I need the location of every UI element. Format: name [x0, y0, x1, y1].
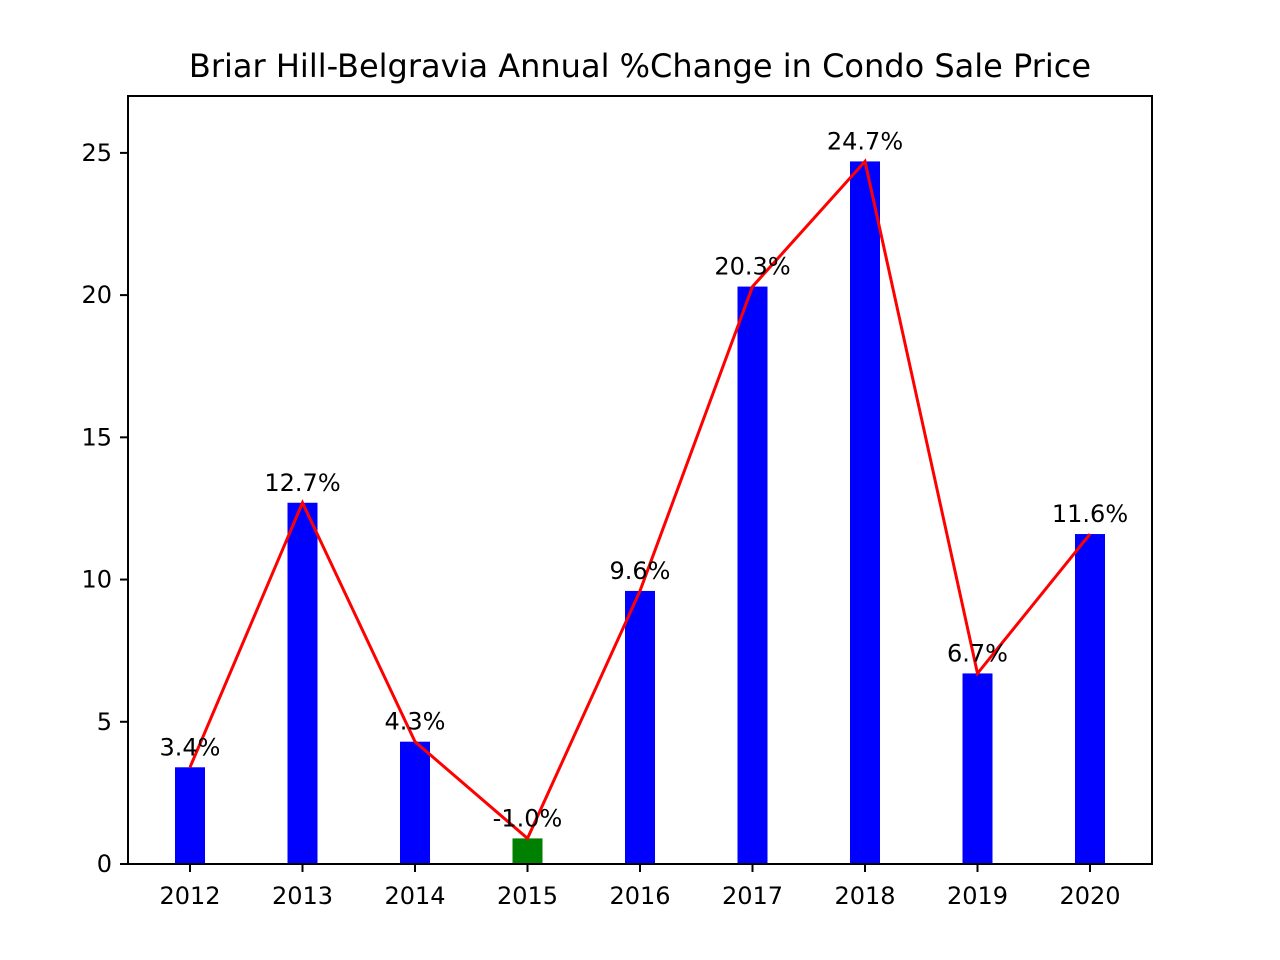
bar-2016 [625, 590, 655, 864]
x-tick-label-2013: 2013 [272, 882, 333, 910]
data-label-2020: 11.6% [1052, 500, 1128, 528]
bar-2018 [850, 161, 880, 864]
trend-line [188, 158, 1092, 841]
data-label-2016: 9.6% [610, 557, 671, 585]
data-label-2014: 4.3% [385, 708, 446, 736]
y-tick-label-5: 5 [97, 708, 112, 736]
data-label-2019: 6.7% [947, 639, 1008, 667]
x-tick-label-2018: 2018 [834, 882, 895, 910]
bar-2020 [1075, 534, 1105, 864]
bar-2015 [512, 838, 543, 864]
line-layer [188, 158, 1092, 841]
axes-layer: 0 5 10 15 20 25 2012 2013 2014 2015 2016 2017 2018 20… [81, 95, 1153, 910]
bar-2019 [962, 673, 993, 864]
data-label-2017: 20.3% [714, 253, 790, 281]
bars-layer [175, 161, 1105, 865]
x-tick-label-2019: 2019 [947, 882, 1008, 910]
x-tick-label-2020: 2020 [1059, 882, 1120, 910]
labels-layer: 3.4% 12.7% 4.3% -1.0% 9.6% 20.3% 24.7% 6.7% 11.6… [160, 127, 1129, 832]
y-tick-label-20: 20 [81, 281, 112, 309]
x-tick-label-2014: 2014 [384, 882, 445, 910]
y-tick-label-25: 25 [81, 139, 112, 167]
y-tick-label-15: 15 [81, 423, 112, 451]
bar-2013 [287, 502, 318, 864]
x-tick-label-2016: 2016 [609, 882, 670, 910]
data-label-2012: 3.4% [160, 733, 221, 761]
bar-2014 [400, 741, 430, 864]
x-tick-label-2015: 2015 [497, 882, 558, 910]
bar-2017 [737, 286, 768, 865]
x-tick-label-2017: 2017 [722, 882, 783, 910]
bar-2012 [175, 767, 205, 864]
data-label-2013: 12.7% [264, 469, 340, 497]
x-tick-label-2012: 2012 [159, 882, 220, 910]
chart-title: Briar Hill-Belgravia Annual %Change in C… [188, 47, 1092, 85]
y-tick-label-10: 10 [81, 566, 112, 594]
y-tick-label-0: 0 [97, 850, 112, 878]
data-label-2015: -1.0% [493, 804, 563, 832]
data-label-2018: 24.7% [827, 127, 903, 155]
